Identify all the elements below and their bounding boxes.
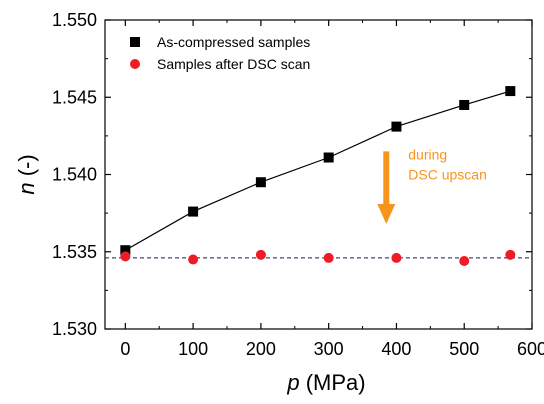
data-point-circle [391, 252, 402, 263]
y-tick-label: 1.545 [52, 87, 97, 107]
data-point-square [505, 86, 516, 97]
data-point-square [188, 206, 199, 217]
data-point-circle [120, 251, 131, 262]
data-layer [105, 86, 532, 267]
x-tick-label: 300 [314, 339, 344, 359]
y-tick-label: 1.530 [52, 319, 97, 339]
y-tick-label: 1.540 [52, 165, 97, 185]
data-point-circle [459, 256, 470, 267]
data-point-circle [188, 254, 199, 265]
data-point-square [255, 177, 266, 188]
x-tick-label: 200 [246, 339, 276, 359]
y-axis-unit: (-) [14, 154, 39, 176]
x-axis-title: p (MPa) [286, 370, 365, 395]
labels-layer: p (MPa) n (-) [14, 154, 366, 395]
x-tick-label: 0 [120, 339, 130, 359]
legend: As-compressed samples Samples after DSC s… [130, 34, 310, 72]
x-tick-label: 500 [449, 339, 479, 359]
data-point-circle [323, 252, 334, 263]
x-tick-label: 600 [517, 339, 544, 359]
annotation-arrow-head [377, 203, 396, 224]
y-tick-label: 1.550 [52, 10, 97, 30]
annotation-text: DSC upscan [408, 166, 487, 182]
annotation-text: during [408, 146, 447, 162]
data-point-square [120, 245, 131, 256]
data-point-square [323, 152, 334, 163]
series-as-compressed [120, 86, 516, 256]
x-axis-unit: (MPa) [306, 370, 366, 395]
x-tick-label: 400 [381, 339, 411, 359]
annotation-layer: during DSC upscan [377, 146, 487, 224]
series-after-dsc [120, 249, 516, 267]
x-tick-label: 100 [178, 339, 208, 359]
y-axis-title: n (-) [14, 154, 39, 194]
legend-marker-square [130, 37, 140, 47]
data-point-circle [505, 249, 516, 260]
data-point-circle [255, 249, 266, 260]
y-axis-variable: n [14, 182, 39, 194]
x-axis-variable: p [286, 370, 299, 395]
data-point-square [391, 121, 402, 132]
data-point-square [459, 99, 470, 110]
legend-label: Samples after DSC scan [157, 56, 310, 72]
legend-label: As-compressed samples [157, 34, 310, 50]
legend-marker-circle [130, 59, 140, 69]
axes-layer: 0 100 200 300 400 500 600 1.530 1.535 1.540 1.545 1… [52, 10, 544, 359]
y-tick-label: 1.535 [52, 242, 97, 262]
